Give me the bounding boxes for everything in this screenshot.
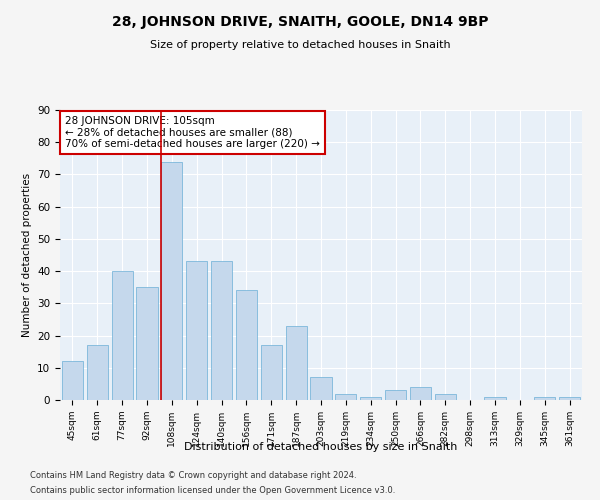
Bar (161, 162, 182, 400)
Bar (385, 390, 406, 400)
Bar (136, 287, 158, 400)
Text: Contains public sector information licensed under the Open Government Licence v3: Contains public sector information licen… (30, 486, 395, 495)
Bar (484, 397, 506, 400)
Y-axis label: Number of detached properties: Number of detached properties (22, 173, 32, 337)
Bar (559, 397, 580, 400)
Bar (186, 262, 207, 400)
Bar (534, 397, 555, 400)
Bar (335, 394, 356, 400)
Bar (112, 271, 133, 400)
Bar (87, 345, 108, 400)
Text: 28 JOHNSON DRIVE: 105sqm
← 28% of detached houses are smaller (88)
70% of semi-d: 28 JOHNSON DRIVE: 105sqm ← 28% of detach… (65, 116, 320, 149)
Bar (211, 262, 232, 400)
Text: Distribution of detached houses by size in Snaith: Distribution of detached houses by size … (184, 442, 458, 452)
Bar (310, 378, 332, 400)
Text: Size of property relative to detached houses in Snaith: Size of property relative to detached ho… (149, 40, 451, 50)
Bar (236, 290, 257, 400)
Bar (410, 387, 431, 400)
Text: 28, JOHNSON DRIVE, SNAITH, GOOLE, DN14 9BP: 28, JOHNSON DRIVE, SNAITH, GOOLE, DN14 9… (112, 15, 488, 29)
Bar (286, 326, 307, 400)
Bar (261, 345, 282, 400)
Bar (62, 362, 83, 400)
Bar (360, 397, 381, 400)
Bar (435, 394, 456, 400)
Text: Contains HM Land Registry data © Crown copyright and database right 2024.: Contains HM Land Registry data © Crown c… (30, 471, 356, 480)
